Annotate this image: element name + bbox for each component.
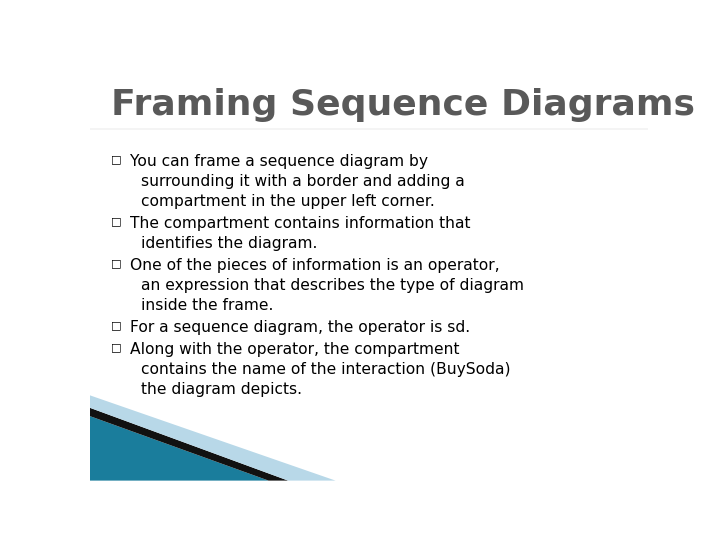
Text: For a sequence diagram, the operator is sd.: For a sequence diagram, the operator is … bbox=[130, 320, 470, 335]
Text: □: □ bbox=[111, 216, 122, 226]
Text: identifies the diagram.: identifies the diagram. bbox=[141, 236, 318, 251]
Polygon shape bbox=[90, 395, 336, 481]
Text: □: □ bbox=[111, 320, 122, 330]
Text: compartment in the upper left corner.: compartment in the upper left corner. bbox=[141, 194, 435, 209]
Text: contains the name of the interaction (BuySoda): contains the name of the interaction (Bu… bbox=[141, 362, 510, 377]
Text: One of the pieces of information is an operator,: One of the pieces of information is an o… bbox=[130, 258, 500, 273]
Text: surrounding it with a border and adding a: surrounding it with a border and adding … bbox=[141, 174, 465, 189]
Text: □: □ bbox=[111, 154, 122, 164]
Text: You can frame a sequence diagram by: You can frame a sequence diagram by bbox=[130, 154, 428, 169]
Text: the diagram depicts.: the diagram depicts. bbox=[141, 382, 302, 397]
Text: The compartment contains information that: The compartment contains information tha… bbox=[130, 216, 471, 231]
Polygon shape bbox=[90, 416, 269, 481]
Text: an expression that describes the type of diagram: an expression that describes the type of… bbox=[141, 278, 524, 293]
Text: inside the frame.: inside the frame. bbox=[141, 298, 274, 313]
Text: Framing Sequence Diagrams: Framing Sequence Diagrams bbox=[111, 87, 696, 122]
Text: □: □ bbox=[111, 258, 122, 268]
Text: □: □ bbox=[111, 342, 122, 352]
Text: Along with the operator, the compartment: Along with the operator, the compartment bbox=[130, 342, 459, 357]
Polygon shape bbox=[90, 408, 288, 481]
